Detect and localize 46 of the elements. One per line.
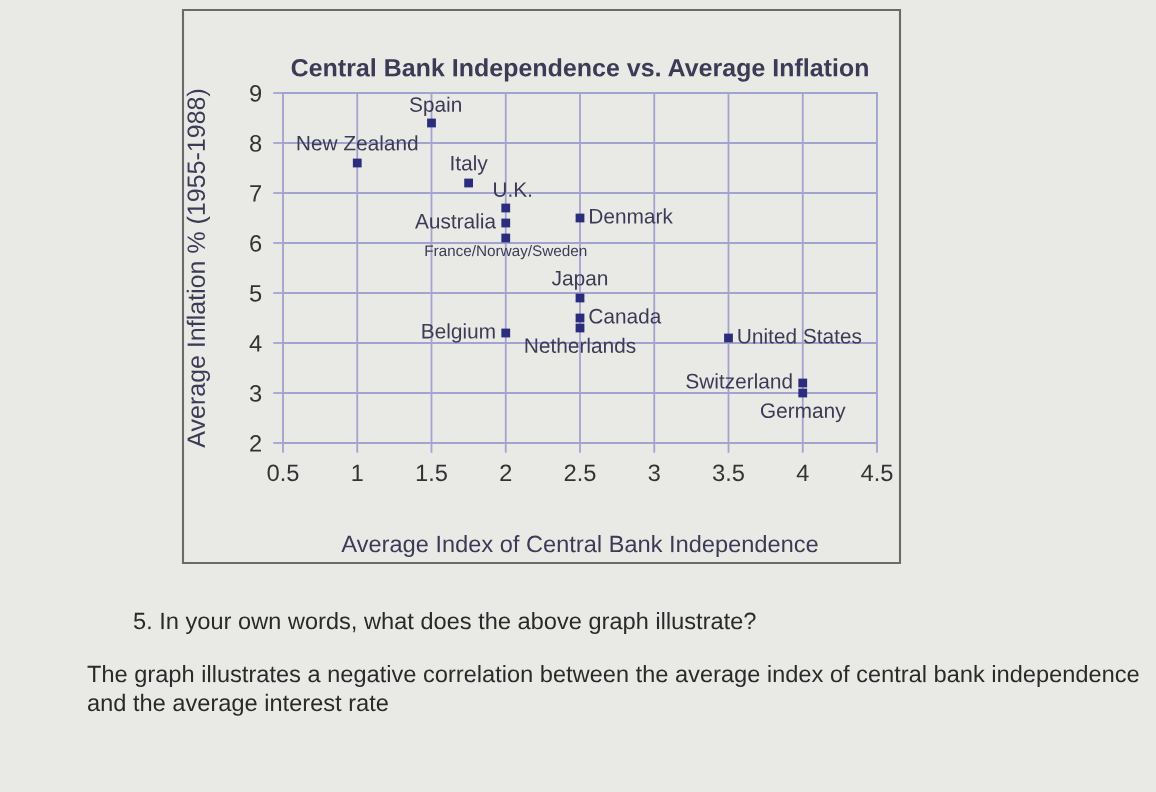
annotation: Denmark <box>590 208 673 224</box>
y-tick-label: 7 <box>250 185 261 202</box>
point <box>798 378 808 388</box>
point <box>501 218 511 228</box>
x-tick-label: 2 <box>500 464 512 481</box>
annotation: Japan <box>551 271 608 290</box>
y-tick-label: 6 <box>250 235 262 252</box>
x-tick-label: 1.5 <box>416 464 447 482</box>
annotation: Canada <box>589 308 662 324</box>
x-tick-label: 4 <box>796 464 809 481</box>
y-tick-label: 5 <box>249 285 262 302</box>
point <box>501 233 511 243</box>
text: The graph illustrates a negative correlation between the average index of central bank independence and the average interest rate <box>87 665 1139 716</box>
point <box>427 118 436 128</box>
point <box>724 333 733 343</box>
annotation: Netherlands <box>525 337 636 354</box>
point <box>798 388 808 398</box>
point <box>501 203 511 213</box>
x-tick-label: 0.5 <box>267 464 299 482</box>
annotation: Italy <box>451 155 488 175</box>
x-tick-label: 3 <box>648 464 660 482</box>
annotation: Belgium <box>422 323 495 343</box>
y-tick-label: 3 <box>249 385 262 402</box>
point <box>464 178 474 188</box>
annotation: Spain <box>409 96 461 117</box>
annotation: United States <box>738 328 862 344</box>
point <box>501 328 511 338</box>
x-tick-label: 3.5 <box>712 464 744 482</box>
x-tick-label: 2.5 <box>564 464 596 482</box>
annotation: France/Norway/Sweden <box>425 244 587 260</box>
x-tick-label: 1 <box>352 464 363 481</box>
x-axis-title: Average Index of Central Bank Independence <box>341 535 818 558</box>
point <box>352 158 362 168</box>
annotation: Australia <box>415 213 497 229</box>
y-tick-label: 9 <box>250 85 262 102</box>
chart-title: Central Bank Independence vs. Average Inflation <box>291 58 868 82</box>
annotation: Germany <box>760 403 846 423</box>
annotation: U.K. <box>494 182 532 197</box>
y-tick-label: 2 <box>250 435 261 452</box>
x-tick-label: 4.5 <box>861 464 893 482</box>
y-axis-title: Average Inflation % (1955-1988) <box>186 89 210 448</box>
y-tick-label: 8 <box>250 135 262 152</box>
annotation: Switzerland <box>686 373 792 389</box>
y-tick-label: 4 <box>249 335 262 352</box>
text: 5. In your own words, what does the above graph illustrate? <box>133 612 756 635</box>
annotation: New Zealand <box>297 135 418 151</box>
